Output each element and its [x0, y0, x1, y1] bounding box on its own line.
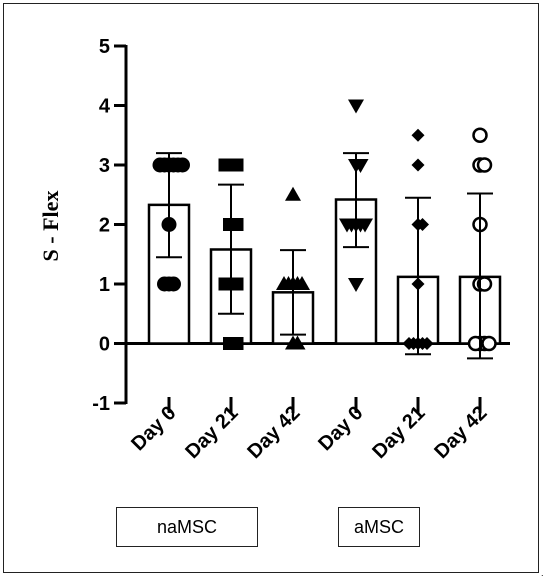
- data-point: [416, 218, 429, 231]
- data-point: [339, 218, 355, 233]
- data-point: [227, 337, 244, 350]
- data-point: [294, 276, 310, 290]
- data-point: [476, 276, 493, 292]
- y-tick-label: 0: [99, 334, 110, 356]
- y-tick-label: 2: [99, 215, 110, 237]
- x-tick-label: Day 42: [430, 402, 491, 463]
- data-point: [472, 127, 488, 143]
- data-point: [276, 276, 292, 290]
- y-tick-label: 4: [99, 96, 111, 118]
- figure-frame: [3, 3, 539, 573]
- x-tick-label: Day 0: [127, 402, 180, 455]
- data-point: [289, 335, 306, 350]
- y-tick-label: -1: [92, 393, 110, 415]
- data-point: [157, 276, 172, 292]
- group-label-namsc-text: naMSC: [156, 516, 218, 537]
- x-tick-label: Day 21: [181, 402, 242, 463]
- x-tick-label: Day 42: [243, 402, 304, 463]
- y-axis-label: S - Flex: [38, 191, 63, 262]
- group-label-amsc: aMSC: [338, 507, 420, 547]
- trailing-mark: .: [541, 568, 544, 578]
- y-tick-label: 5: [99, 36, 110, 58]
- data-point: [411, 158, 425, 172]
- y-tick-label: 3: [99, 155, 110, 177]
- y-tick-label: 1: [99, 274, 110, 296]
- data-point: [476, 157, 493, 173]
- data-point: [357, 218, 373, 233]
- data-point: [218, 158, 235, 172]
- data-point: [348, 99, 364, 114]
- group-label-amsc-text: aMSC: [353, 516, 404, 537]
- x-tick-label: Day 0: [314, 402, 367, 455]
- data-point: [152, 157, 168, 173]
- data-point: [227, 218, 244, 231]
- data-point: [411, 128, 425, 142]
- x-tick-label: Day 21: [368, 402, 429, 463]
- group-label-namsc: naMSC: [116, 507, 258, 547]
- data-point: [402, 337, 416, 350]
- data-point: [348, 278, 364, 292]
- data-point: [285, 186, 301, 201]
- data-point: [420, 337, 434, 350]
- data-point: [175, 157, 190, 173]
- data-point: [218, 277, 235, 291]
- data-point: [481, 335, 497, 352]
